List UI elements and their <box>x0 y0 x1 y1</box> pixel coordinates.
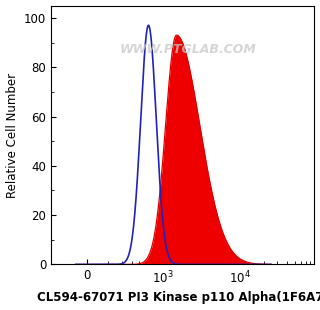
Text: WWW.PTGLAB.COM: WWW.PTGLAB.COM <box>120 43 257 56</box>
X-axis label: CL594-67071 PI3 Kinase p110 Alpha(1F6A7): CL594-67071 PI3 Kinase p110 Alpha(1F6A7) <box>37 291 320 304</box>
Y-axis label: Relative Cell Number: Relative Cell Number <box>5 73 19 197</box>
